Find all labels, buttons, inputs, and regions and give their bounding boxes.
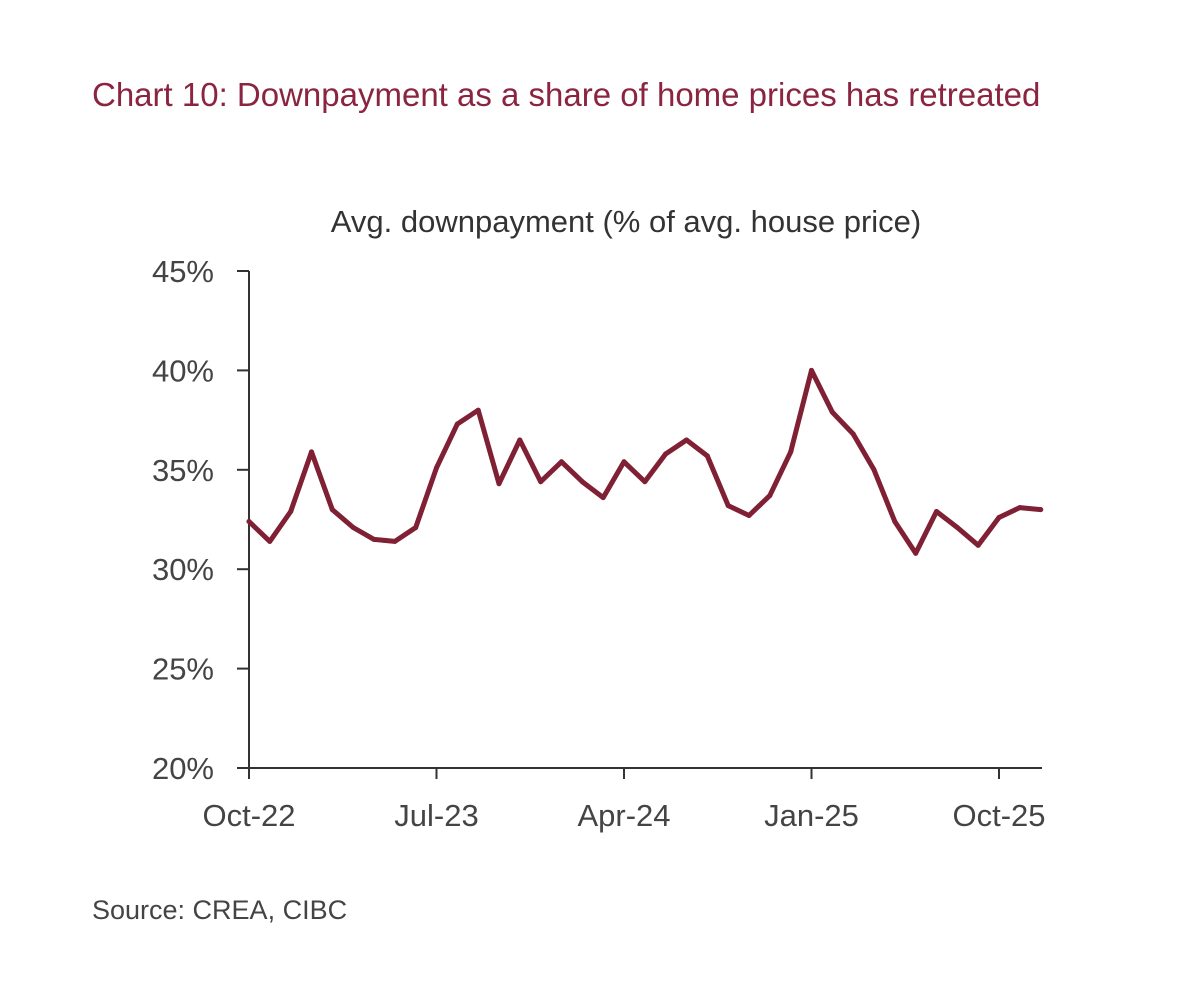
data-point	[663, 451, 669, 457]
data-point	[600, 495, 606, 501]
data-point	[392, 538, 398, 544]
data-point	[288, 509, 294, 514]
data-point	[850, 431, 856, 437]
data-point	[559, 459, 564, 465]
data-point	[725, 503, 731, 509]
data-point	[246, 519, 252, 524]
data-point	[579, 479, 585, 485]
data-point	[996, 515, 1002, 520]
data-point	[913, 550, 919, 556]
data-point	[934, 509, 939, 514]
data-point	[496, 481, 502, 487]
data-point	[475, 407, 481, 413]
data-point	[642, 479, 648, 485]
data-point	[1038, 507, 1044, 513]
data-point	[538, 479, 544, 485]
data-point	[767, 493, 773, 499]
data-point	[517, 437, 523, 443]
data-point	[892, 519, 898, 524]
y-tick-label: 40%	[152, 353, 214, 388]
y-tick-label: 45%	[152, 254, 214, 289]
data-point	[309, 449, 314, 455]
series-group	[246, 367, 1044, 556]
x-tick-label: Oct-25	[952, 798, 1045, 833]
y-axis-ticks: 20% 25% 30% 35% 40% 45%	[152, 254, 249, 786]
data-point	[329, 507, 335, 513]
y-tick-label: 20%	[152, 751, 214, 786]
data-point	[434, 465, 439, 471]
data-point	[621, 459, 627, 465]
data-point	[684, 437, 689, 443]
data-point	[371, 536, 377, 542]
data-point	[267, 538, 273, 544]
x-tick-label: Oct-22	[202, 798, 295, 833]
data-point	[704, 453, 710, 459]
x-tick-label: Apr-24	[577, 798, 670, 833]
data-point	[809, 367, 814, 373]
data-point	[829, 409, 835, 415]
chart-subtitle: Avg. downpayment (% of avg. house price)	[331, 204, 921, 239]
y-tick-label: 30%	[152, 552, 214, 587]
data-point	[413, 525, 419, 530]
x-tick-label: Jul-23	[394, 798, 478, 833]
chart-title: Chart 10: Downpayment as a share of home…	[92, 76, 1041, 113]
data-point	[871, 467, 877, 473]
x-axis-ticks: Oct-22 Jul-23 Apr-24 Jan-25 Oct-25	[202, 768, 1046, 833]
x-tick-label: Jan-25	[764, 798, 859, 833]
axes	[248, 271, 1042, 769]
data-point	[954, 525, 960, 530]
data-point	[975, 542, 981, 548]
source-note: Source: CREA, CIBC	[92, 895, 348, 925]
data-point	[350, 525, 356, 530]
data-point	[746, 513, 752, 518]
data-point	[1017, 505, 1023, 511]
y-tick-label: 35%	[152, 453, 214, 488]
data-point	[788, 449, 794, 455]
data-point	[454, 421, 460, 427]
y-tick-label: 25%	[152, 652, 214, 687]
series-line	[246, 367, 1044, 556]
